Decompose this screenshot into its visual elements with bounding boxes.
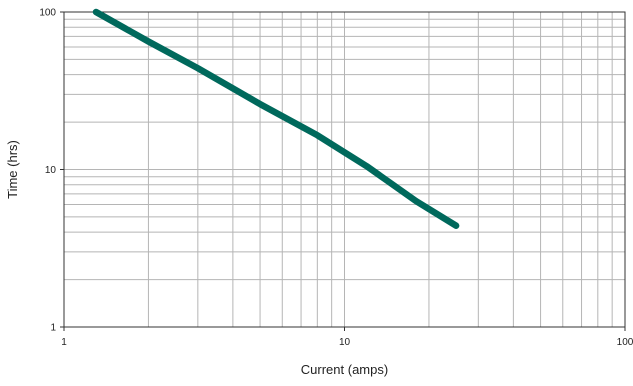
y-axis-label: Time (hrs) bbox=[5, 140, 20, 199]
y-tick-label: 100 bbox=[39, 8, 56, 19]
series-line bbox=[92, 8, 460, 229]
axis-ticks: 1 10 100 1 10 100 bbox=[39, 8, 633, 349]
series-group bbox=[92, 8, 460, 229]
x-tick-label: 1 bbox=[61, 337, 67, 348]
grid-lines bbox=[63, 11, 626, 328]
y-tick-label: 1 bbox=[50, 323, 56, 334]
x-tick-label: 100 bbox=[617, 337, 633, 348]
x-axis-label: Current (amps) bbox=[301, 362, 388, 377]
x-tick-label: 10 bbox=[339, 337, 351, 348]
y-tick-label: 10 bbox=[45, 165, 57, 176]
